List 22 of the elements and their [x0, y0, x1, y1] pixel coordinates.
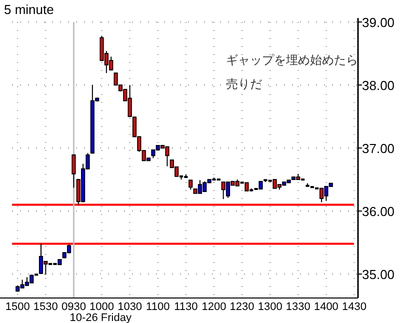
- x-tick-label: 1500: [5, 301, 30, 313]
- x-tick-label: 1130: [174, 301, 198, 313]
- x-tick-label: 1030: [118, 301, 142, 313]
- x-tick-label: 1430: [342, 301, 366, 313]
- x-tick-label: 1230: [230, 301, 254, 313]
- annotation: ギャップを埋め始めたら: [226, 53, 358, 67]
- x-tick-label: 1300: [258, 301, 282, 313]
- text: 10-26 Friday: [70, 312, 132, 323]
- x-tick-label: 1200: [202, 301, 226, 313]
- chart-title: 5 minute: [4, 2, 54, 17]
- ytick: 35.00: [362, 267, 395, 282]
- x-tick-label: 1530: [33, 301, 58, 313]
- ytick: 37.00: [362, 141, 395, 156]
- annotation: 売りだ: [226, 77, 262, 91]
- x-tick-label: 1000: [90, 301, 114, 313]
- ytick: 39.00: [362, 15, 395, 30]
- x-tick-label: 1100: [146, 301, 170, 313]
- ytick: 36.00: [362, 204, 395, 220]
- x-tick-label: 0930: [61, 301, 86, 313]
- x-tick-label: 1400: [314, 301, 338, 313]
- ytick: 38.00: [362, 78, 395, 94]
- x-tick-label: 1330: [286, 301, 310, 313]
